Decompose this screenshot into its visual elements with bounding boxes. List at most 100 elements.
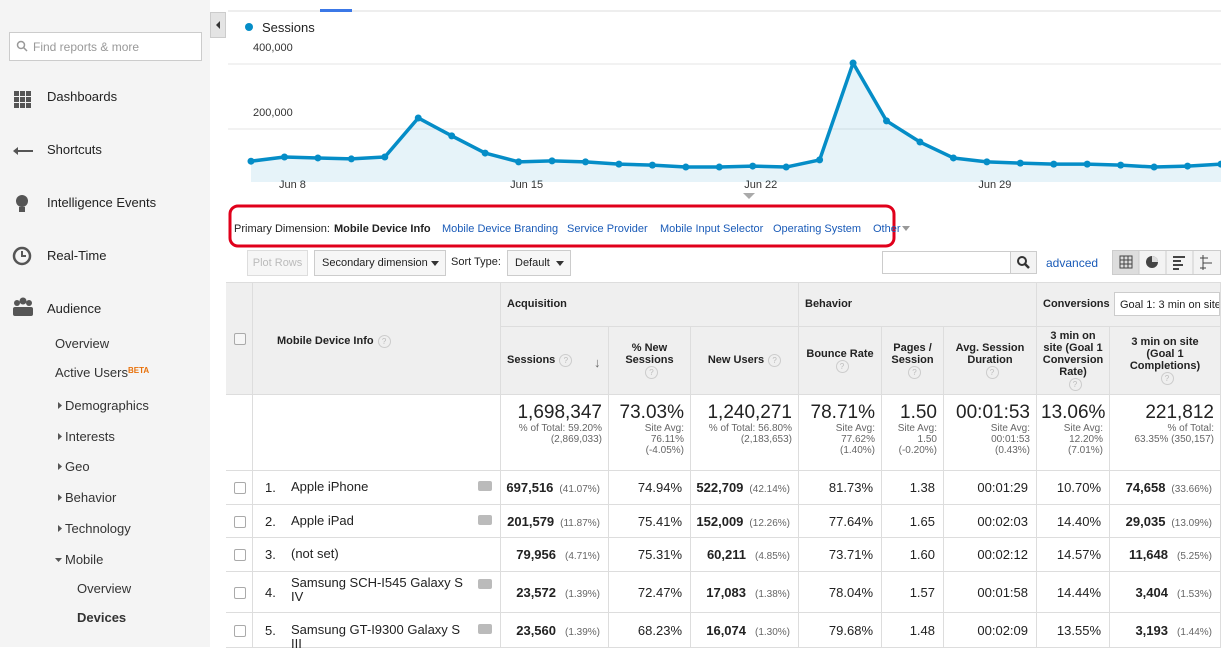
help-icon: ? xyxy=(908,366,921,379)
plot-rows-button[interactable]: Plot Rows xyxy=(247,250,308,276)
metric-value: 16,074 xyxy=(706,623,746,638)
collapse-button[interactable] xyxy=(210,12,226,38)
column-title[interactable]: New Users? xyxy=(708,354,781,367)
audience-item[interactable]: Active Users xyxy=(55,365,128,380)
row-number: 5. xyxy=(265,623,276,638)
search-box[interactable]: Find reports & more xyxy=(9,32,202,61)
metric-share: (1.39%) xyxy=(562,574,600,615)
total-subtext: Site Avg: xyxy=(948,423,1030,434)
row-name[interactable]: Samsung SCH-I545 Galaxy S IV xyxy=(291,576,471,604)
metric-value: 23,560 xyxy=(516,623,556,638)
row-cell: 74,658(33.66%) xyxy=(1110,471,1221,505)
metric: 1.38 xyxy=(910,480,935,495)
metric: 13.55% xyxy=(1057,623,1101,638)
report-group[interactable]: Behavior xyxy=(65,490,116,505)
column-title[interactable]: 3 min on site (Goal 1 Completions) xyxy=(1116,336,1214,372)
point xyxy=(482,150,489,157)
row-name[interactable]: (not set) xyxy=(291,547,471,561)
row-cell: 00:02:12 xyxy=(944,538,1037,572)
search-icon xyxy=(16,40,28,52)
column-title[interactable]: Avg. Session Duration xyxy=(950,342,1030,366)
metric: 78.04% xyxy=(829,585,873,600)
row-cell: 75.31% xyxy=(609,538,691,572)
point xyxy=(749,163,756,170)
nav-item[interactable]: Audience xyxy=(47,301,101,316)
row-cell: 77.64% xyxy=(799,505,882,538)
checkbox[interactable] xyxy=(234,587,246,599)
column-title[interactable]: 3 min on site (Goal 1 Conversion Rate) xyxy=(1043,330,1104,378)
point xyxy=(850,60,857,67)
metric-share: (1.30%) xyxy=(752,615,790,650)
mobile-report[interactable]: Overview xyxy=(77,581,131,596)
row-cell: 23,560(1.39%) xyxy=(501,613,609,648)
report-group[interactable]: Demographics xyxy=(65,398,149,413)
point xyxy=(281,153,288,160)
nav-item[interactable]: Dashboards xyxy=(47,89,117,104)
dimension-link[interactable]: Mobile Device Branding xyxy=(442,223,558,235)
checkbox[interactable] xyxy=(234,625,246,637)
sort-dropdown[interactable]: Default xyxy=(507,250,571,276)
checkbox[interactable] xyxy=(234,549,246,561)
row-cell: 60,211(4.85%) xyxy=(691,538,799,572)
point xyxy=(1184,163,1191,170)
nav-item[interactable]: Real-Time xyxy=(47,248,106,263)
column-header: 3 min on site (Goal 1 Conversion Rate)? xyxy=(1037,327,1110,395)
row-cell: 14.57% xyxy=(1037,538,1110,572)
advanced-link[interactable]: advanced xyxy=(1046,256,1098,270)
total-subtext: (2,183,653) xyxy=(695,434,792,445)
row-cell: 1.65 xyxy=(882,505,944,538)
mobile-report[interactable]: Devices xyxy=(77,610,126,625)
column-title[interactable]: % New Sessions xyxy=(615,342,684,366)
nav-item[interactable]: Intelligence Events xyxy=(47,195,156,210)
resize-handle[interactable] xyxy=(743,193,755,199)
column-title[interactable]: Sessions? xyxy=(507,354,572,367)
table-search-button[interactable] xyxy=(1010,251,1037,274)
row-name[interactable]: Apple iPad xyxy=(291,514,471,528)
checkbox[interactable] xyxy=(234,482,246,494)
secondary-dimension-dropdown[interactable]: Secondary dimension xyxy=(314,250,446,276)
dimension-other[interactable]: Other xyxy=(873,223,901,235)
totals-cell: 1,240,271% of Total: 56.80%(2,183,653) xyxy=(691,395,799,471)
point xyxy=(615,161,622,168)
goal-dropdown[interactable]: Goal 1: 3 min on site xyxy=(1114,292,1220,316)
metric-value: 3,404 xyxy=(1135,585,1168,600)
report-group[interactable]: Interests xyxy=(65,429,115,444)
help-icon: ? xyxy=(1069,378,1082,391)
checkbox[interactable] xyxy=(234,516,246,528)
metric-value: 3,193 xyxy=(1135,623,1168,638)
row-name[interactable]: Apple iPhone xyxy=(291,480,471,494)
totals-cell xyxy=(226,395,253,471)
help-icon: ? xyxy=(378,335,391,348)
report-group[interactable]: Geo xyxy=(65,459,90,474)
total-value: 1,698,347 xyxy=(505,403,602,423)
row-name[interactable]: Samsung GT-I9300 Galaxy S III xyxy=(291,623,471,651)
dimension-link[interactable]: Service Provider xyxy=(567,223,648,235)
metric-value: 74,658 xyxy=(1126,480,1166,495)
total-value: 73.03% xyxy=(613,403,684,423)
column-header: New Users? xyxy=(691,327,799,395)
view-switcher[interactable] xyxy=(1112,250,1221,275)
point xyxy=(448,132,455,139)
audience-item[interactable]: Overview xyxy=(55,336,109,351)
report-group[interactable]: Mobile xyxy=(65,552,103,567)
total-subtext: Site Avg: xyxy=(1041,423,1103,434)
dimension-link[interactable]: Mobile Input Selector xyxy=(660,223,763,235)
report-group[interactable]: Technology xyxy=(65,521,131,536)
column-title[interactable]: Bounce Rate xyxy=(806,348,873,360)
row-cell: 201,579(11.87%) xyxy=(501,505,609,538)
checkbox[interactable] xyxy=(234,333,246,345)
help-icon: ? xyxy=(836,360,849,373)
total-value: 1.50 xyxy=(886,403,937,423)
total-value: 00:01:53 xyxy=(948,403,1030,423)
dimension-link[interactable]: Operating System xyxy=(773,223,861,235)
row-cell: 11,648(5.25%) xyxy=(1110,538,1221,572)
nav-item[interactable]: Shortcuts xyxy=(47,142,102,157)
table-search-input[interactable] xyxy=(882,251,1011,274)
legend-marker xyxy=(245,23,253,31)
expand-arrow xyxy=(55,556,63,564)
metric: 75.31% xyxy=(638,547,682,562)
column-title[interactable]: Pages / Session xyxy=(888,342,937,366)
column-header: Avg. Session Duration? xyxy=(944,327,1037,395)
